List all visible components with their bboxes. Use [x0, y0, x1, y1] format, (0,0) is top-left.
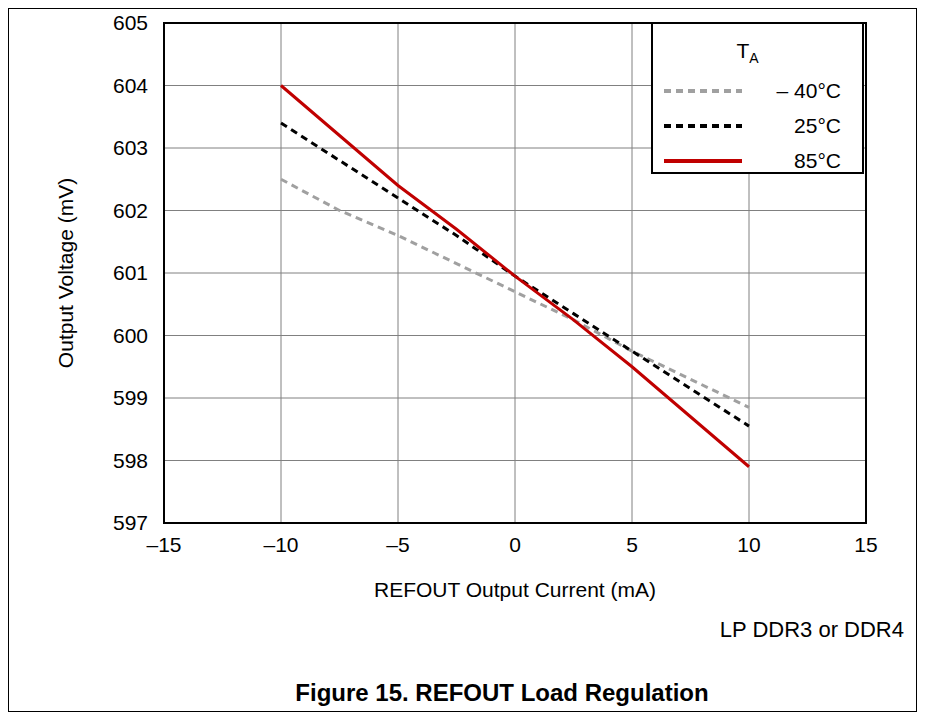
svg-text:TA: TA	[736, 39, 759, 66]
svg-text:599: 599	[113, 386, 148, 409]
svg-text:597: 597	[113, 511, 148, 534]
svg-text:15: 15	[854, 533, 877, 556]
svg-text:– 40°C: – 40°C	[777, 79, 841, 102]
svg-text:25°C: 25°C	[794, 114, 841, 137]
svg-text:0: 0	[509, 533, 521, 556]
svg-text:601: 601	[113, 261, 148, 284]
svg-text:–15: –15	[146, 533, 181, 556]
svg-text:603: 603	[113, 136, 148, 159]
svg-text:5: 5	[626, 533, 638, 556]
svg-text:604: 604	[113, 74, 148, 97]
svg-text:85°C: 85°C	[794, 149, 841, 172]
svg-text:–5: –5	[386, 533, 409, 556]
svg-text:10: 10	[737, 533, 760, 556]
svg-text:–10: –10	[263, 533, 298, 556]
svg-text:Output Voltage (mV): Output Voltage (mV)	[54, 178, 77, 368]
svg-text:Figure 15. REFOUT Load Regulat: Figure 15. REFOUT Load Regulation	[295, 679, 708, 706]
svg-text:600: 600	[113, 324, 148, 347]
svg-text:REFOUT Output Current (mA): REFOUT Output Current (mA)	[374, 578, 656, 601]
svg-text:605: 605	[113, 11, 148, 34]
svg-text:LP DDR3 or DDR4: LP DDR3 or DDR4	[720, 617, 904, 642]
svg-text:602: 602	[113, 199, 148, 222]
svg-text:598: 598	[113, 449, 148, 472]
